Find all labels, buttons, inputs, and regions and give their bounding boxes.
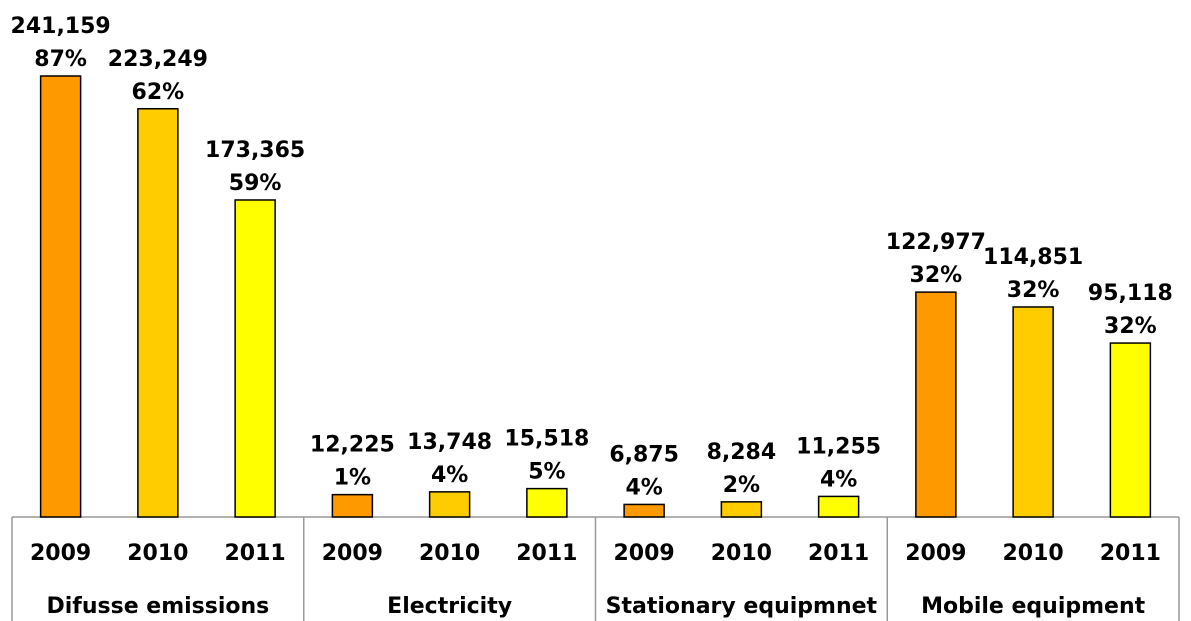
bar-mobile-equipment-2010 bbox=[1012, 306, 1054, 518]
data-label-percent: 32% bbox=[1007, 278, 1060, 303]
data-label-percent: 62% bbox=[132, 80, 185, 105]
x-tick-label: 2010 bbox=[419, 541, 480, 566]
group-label: Difusse emissions bbox=[46, 594, 269, 619]
x-tick-label: 2011 bbox=[516, 541, 577, 566]
x-tick-label: 2009 bbox=[614, 541, 675, 566]
data-label-percent: 4% bbox=[625, 475, 662, 500]
data-label-value: 8,284 bbox=[707, 440, 777, 465]
x-tick-label: 2010 bbox=[711, 541, 772, 566]
group-label: Electricity bbox=[387, 594, 512, 619]
bar-stationary-equipmnet-2011 bbox=[817, 495, 860, 518]
bar-stationary-equipmnet-2010 bbox=[720, 501, 763, 518]
x-tick-label: 2010 bbox=[127, 541, 188, 566]
bar-difusse-emissions-2010 bbox=[137, 108, 179, 518]
data-label-value: 122,977 bbox=[886, 230, 986, 255]
x-tick-label: 2011 bbox=[225, 541, 286, 566]
data-label-percent: 32% bbox=[910, 263, 963, 288]
data-label-percent: 59% bbox=[229, 171, 282, 196]
data-label-percent: 1% bbox=[334, 466, 371, 491]
bar-mobile-equipment-2009 bbox=[915, 291, 957, 518]
group-label: Mobile equipment bbox=[921, 594, 1146, 619]
data-label-percent: 2% bbox=[723, 473, 760, 498]
x-tick-label: 2011 bbox=[808, 541, 869, 566]
x-tick-label: 2009 bbox=[322, 541, 383, 566]
data-label-percent: 4% bbox=[431, 463, 468, 488]
bar-difusse-emissions-2011 bbox=[234, 199, 276, 518]
data-label-value: 114,851 bbox=[983, 245, 1083, 270]
bar-difusse-emissions-2009 bbox=[39, 75, 82, 518]
data-label-percent: 4% bbox=[820, 467, 857, 492]
data-label-percent: 5% bbox=[528, 460, 565, 485]
data-label-value: 15,518 bbox=[504, 427, 589, 452]
group-label: Stationary equipmnet bbox=[606, 594, 878, 619]
x-tick-label: 2009 bbox=[30, 541, 91, 566]
bar-electricity-2009 bbox=[331, 493, 374, 518]
bar-stationary-equipmnet-2009 bbox=[623, 503, 665, 518]
bar-electricity-2011 bbox=[526, 487, 568, 518]
data-label-value: 95,118 bbox=[1088, 281, 1173, 306]
bar-electricity-2010 bbox=[428, 491, 471, 518]
x-tick-label: 2009 bbox=[905, 541, 966, 566]
x-tick-label: 2011 bbox=[1100, 541, 1161, 566]
bar-mobile-equipment-2011 bbox=[1109, 342, 1152, 518]
data-label-value: 241,159 bbox=[11, 14, 111, 39]
data-label-value: 173,365 bbox=[205, 138, 305, 163]
data-label-value: 6,875 bbox=[609, 442, 679, 467]
data-label-percent: 87% bbox=[34, 47, 87, 72]
data-label-value: 11,255 bbox=[796, 434, 881, 459]
data-label-value: 12,225 bbox=[310, 433, 395, 458]
data-label-value: 13,748 bbox=[407, 430, 492, 455]
data-label-percent: 32% bbox=[1104, 314, 1157, 339]
data-label-value: 223,249 bbox=[108, 47, 208, 72]
x-tick-label: 2010 bbox=[1003, 541, 1064, 566]
